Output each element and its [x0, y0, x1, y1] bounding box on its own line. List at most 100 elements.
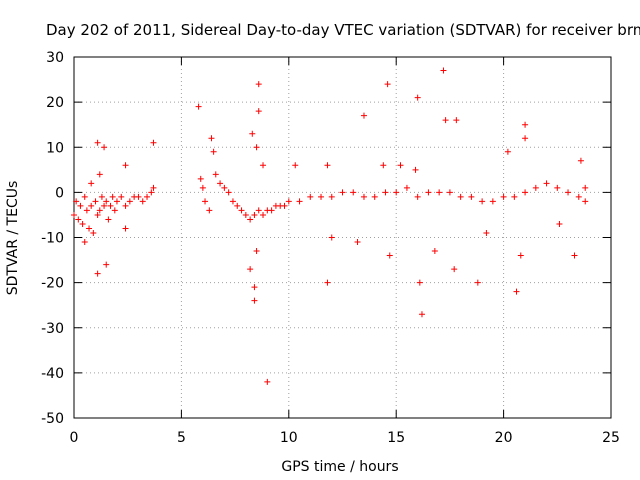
data-point	[111, 207, 118, 214]
data-point	[135, 193, 142, 200]
data-point	[77, 202, 84, 209]
data-point	[582, 184, 589, 191]
data-point	[412, 166, 419, 173]
data-point	[565, 189, 572, 196]
data-point	[86, 225, 93, 232]
data-point	[126, 198, 133, 205]
data-point	[73, 198, 80, 205]
data-point	[94, 139, 101, 146]
data-point	[103, 261, 110, 268]
data-point	[440, 67, 447, 74]
data-point	[83, 207, 90, 214]
y-tick-label: -40	[41, 366, 64, 382]
data-point	[307, 193, 314, 200]
data-point	[148, 189, 155, 196]
data-point	[96, 207, 103, 214]
data-point	[511, 193, 518, 200]
data-point	[101, 202, 108, 209]
data-point	[94, 270, 101, 277]
data-point	[577, 157, 584, 164]
data-point	[489, 198, 496, 205]
data-point	[483, 229, 490, 236]
data-point	[522, 135, 529, 142]
data-point	[436, 189, 443, 196]
data-point	[296, 198, 303, 205]
data-point	[281, 202, 288, 209]
data-point	[94, 211, 101, 218]
data-point	[251, 297, 258, 304]
data-point	[556, 220, 563, 227]
data-point	[255, 108, 262, 115]
data-point	[397, 162, 404, 169]
data-point	[479, 198, 486, 205]
data-point	[386, 252, 393, 259]
data-point	[242, 211, 249, 218]
data-point	[221, 184, 228, 191]
data-point	[122, 202, 129, 209]
data-point	[101, 144, 108, 151]
data-point	[150, 184, 157, 191]
y-tick-label: -30	[41, 321, 64, 337]
data-point	[354, 239, 361, 246]
data-point	[251, 211, 258, 218]
axis-ticks: 0 5 10 15 20 25 -50 -40 -30 -20 -10 0 10 20 30	[41, 50, 620, 446]
data-point	[122, 225, 129, 232]
data-point	[360, 193, 367, 200]
data-point	[425, 189, 432, 196]
data-point	[253, 248, 260, 255]
data-point	[109, 193, 116, 200]
data-point	[513, 288, 520, 295]
data-point	[225, 189, 232, 196]
data-point	[393, 189, 400, 196]
y-tick-label: -10	[41, 231, 64, 247]
data-point	[81, 239, 88, 246]
y-tick-label: -20	[41, 276, 64, 292]
data-point	[139, 198, 146, 205]
data-point	[199, 184, 206, 191]
x-tick-label: 20	[495, 430, 513, 446]
data-point	[468, 193, 475, 200]
data-point	[453, 117, 460, 124]
data-point	[414, 193, 421, 200]
data-point	[103, 198, 110, 205]
data-point	[107, 202, 114, 209]
data-point	[249, 130, 256, 137]
data-point	[582, 198, 589, 205]
data-point	[210, 148, 217, 155]
data-point	[371, 193, 378, 200]
data-point	[260, 162, 267, 169]
data-point	[532, 184, 539, 191]
data-point	[380, 162, 387, 169]
data-point	[234, 202, 241, 209]
data-point	[285, 198, 292, 205]
data-point	[522, 189, 529, 196]
data-point	[195, 103, 202, 110]
data-point	[384, 81, 391, 88]
data-point	[253, 144, 260, 151]
data-point	[255, 81, 262, 88]
data-point	[255, 207, 262, 214]
data-point	[500, 193, 507, 200]
data-point	[442, 117, 449, 124]
data-point	[113, 198, 120, 205]
data-point	[75, 216, 82, 223]
data-point	[522, 121, 529, 128]
data-point	[79, 220, 86, 227]
data-point	[382, 189, 389, 196]
data-point	[575, 193, 582, 200]
data-point	[446, 189, 453, 196]
data-point	[92, 198, 99, 205]
data-point	[360, 112, 367, 119]
data-point	[251, 284, 258, 291]
data-point	[238, 207, 245, 214]
data-point	[339, 189, 346, 196]
data-point	[247, 266, 254, 273]
x-tick-label: 10	[280, 430, 298, 446]
y-tick-label: 0	[55, 185, 64, 201]
x-tick-label: 15	[387, 430, 405, 446]
y-tick-label: 20	[46, 95, 64, 111]
data-point	[206, 207, 213, 214]
data-point	[150, 139, 157, 146]
chart-title: Day 202 of 2011, Sidereal Day-to-day VTE…	[46, 21, 640, 39]
y-tick-label: -50	[41, 411, 64, 427]
